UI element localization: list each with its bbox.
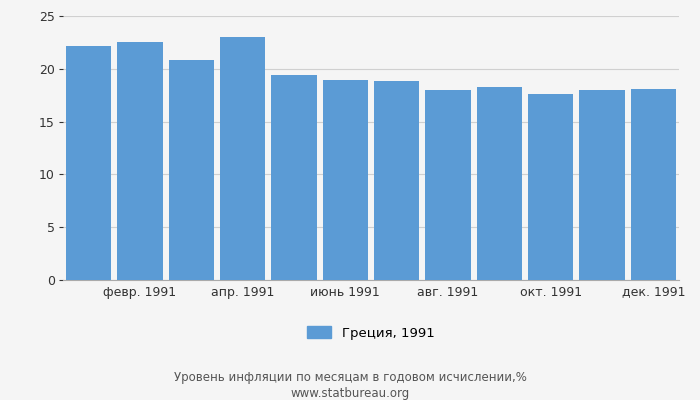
Bar [631,89,676,280]
Bar [426,90,470,280]
Bar [66,46,111,280]
Bar [118,42,162,280]
Bar [169,60,214,280]
Text: www.statbureau.org: www.statbureau.org [290,388,410,400]
Text: Уровень инфляции по месяцам в годовом исчислении,%: Уровень инфляции по месяцам в годовом ис… [174,372,526,384]
Bar [220,37,265,280]
Bar [272,75,316,280]
Bar [323,80,368,280]
Bar [528,94,573,280]
Bar [477,87,522,280]
Legend: Греция, 1991: Греция, 1991 [307,326,435,340]
Bar [580,90,624,280]
Bar [374,81,419,280]
